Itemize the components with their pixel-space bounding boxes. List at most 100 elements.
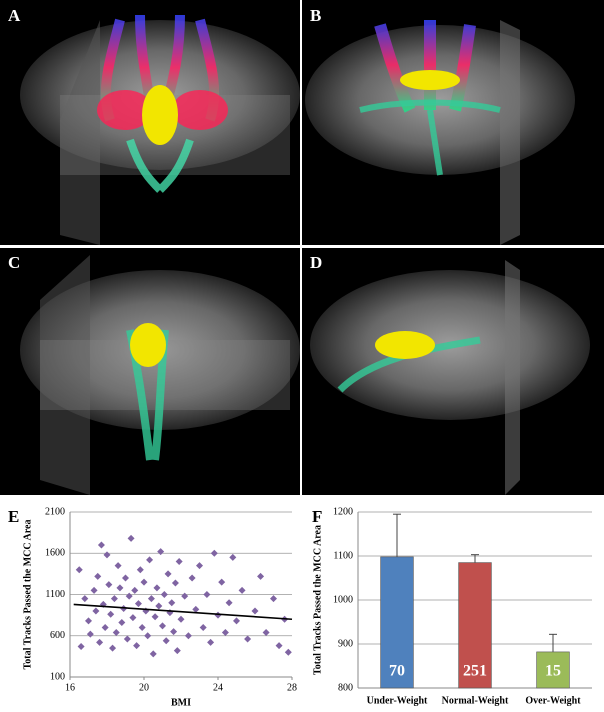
- y-tick-label: 1200: [333, 506, 353, 517]
- point: [251, 607, 259, 615]
- panel-c: [0, 248, 300, 495]
- bar-count-label: 15: [545, 663, 561, 680]
- point: [103, 551, 111, 559]
- point: [153, 584, 161, 592]
- point: [188, 574, 196, 582]
- y-tick-label: 2100: [45, 506, 65, 517]
- point: [133, 642, 141, 650]
- bar-count-label: 70: [389, 663, 405, 680]
- point: [168, 599, 176, 607]
- point: [162, 637, 170, 645]
- panel-d: [302, 248, 604, 495]
- point: [92, 607, 100, 615]
- bar: [380, 556, 414, 689]
- point: [233, 617, 240, 625]
- point: [118, 619, 126, 627]
- point: [109, 644, 117, 652]
- y-tick-label: 1600: [45, 548, 65, 559]
- point: [97, 541, 105, 549]
- panel-label: B: [310, 6, 321, 25]
- panel-label: A: [8, 6, 21, 25]
- point: [94, 572, 102, 580]
- point: [81, 595, 89, 603]
- point: [244, 635, 252, 643]
- trend-line: [73, 603, 293, 621]
- point: [147, 595, 155, 603]
- point: [134, 600, 142, 608]
- x-tick-label: 16: [65, 682, 75, 693]
- point: [257, 572, 265, 580]
- point: [140, 578, 148, 586]
- y-axis-label: Total Tracks Passed the MCC Area: [312, 525, 323, 675]
- point: [177, 615, 185, 623]
- point: [101, 624, 109, 631]
- y-tick-label: 600: [50, 630, 65, 641]
- point: [125, 592, 133, 600]
- point: [275, 642, 283, 650]
- point: [155, 602, 163, 610]
- point: [77, 642, 85, 650]
- point: [207, 638, 215, 646]
- y-tick-label: 1100: [333, 550, 353, 561]
- x-tick-label: 28: [287, 682, 297, 693]
- panel-label: C: [8, 253, 20, 272]
- point: [192, 605, 200, 613]
- point: [175, 558, 183, 565]
- point: [138, 624, 146, 631]
- x-tick-label: Over-Weight: [525, 695, 581, 706]
- bar: [536, 651, 570, 689]
- point: [116, 584, 124, 592]
- point: [238, 586, 246, 594]
- y-axis-label: Total Tracks Passed the MCC Area: [22, 520, 33, 670]
- point: [136, 566, 144, 574]
- point: [199, 624, 207, 631]
- x-axis-label: BMI: [171, 697, 191, 708]
- panel-a: [0, 0, 300, 245]
- point: [210, 549, 218, 557]
- y-tick-label: 900: [338, 638, 353, 649]
- point: [129, 614, 137, 622]
- point: [221, 628, 229, 636]
- point: [107, 610, 115, 618]
- point: [144, 632, 152, 640]
- y-tick-label: 1000: [333, 594, 353, 605]
- point: [184, 632, 192, 640]
- point: [160, 591, 168, 598]
- point: [170, 628, 178, 636]
- point: [196, 562, 203, 570]
- panel-label: E: [8, 507, 19, 526]
- point: [164, 570, 172, 578]
- point: [151, 613, 159, 621]
- point: [131, 586, 139, 594]
- point: [149, 650, 157, 658]
- point: [86, 630, 94, 638]
- point: [85, 617, 92, 625]
- y-tick-label: 100: [50, 671, 65, 682]
- point: [146, 556, 154, 564]
- point: [225, 599, 233, 607]
- point: [173, 647, 181, 655]
- panel-label: F: [312, 507, 322, 526]
- point: [229, 553, 237, 561]
- point: [127, 534, 135, 542]
- x-tick-label: Normal-Weight: [442, 695, 509, 706]
- point: [157, 548, 165, 556]
- point: [159, 622, 166, 630]
- x-tick-label: 20: [139, 682, 149, 693]
- point: [218, 578, 226, 586]
- point: [96, 638, 104, 646]
- panel-b: [302, 0, 604, 245]
- point: [114, 562, 122, 570]
- point: [105, 581, 113, 589]
- x-tick-label: Under-Weight: [367, 695, 428, 706]
- point: [90, 586, 98, 594]
- point: [122, 574, 129, 582]
- point: [262, 628, 270, 636]
- point: [171, 579, 179, 587]
- point: [110, 595, 118, 603]
- point: [112, 628, 120, 636]
- point: [123, 635, 131, 643]
- point: [181, 592, 189, 600]
- y-tick-label: 800: [338, 682, 353, 693]
